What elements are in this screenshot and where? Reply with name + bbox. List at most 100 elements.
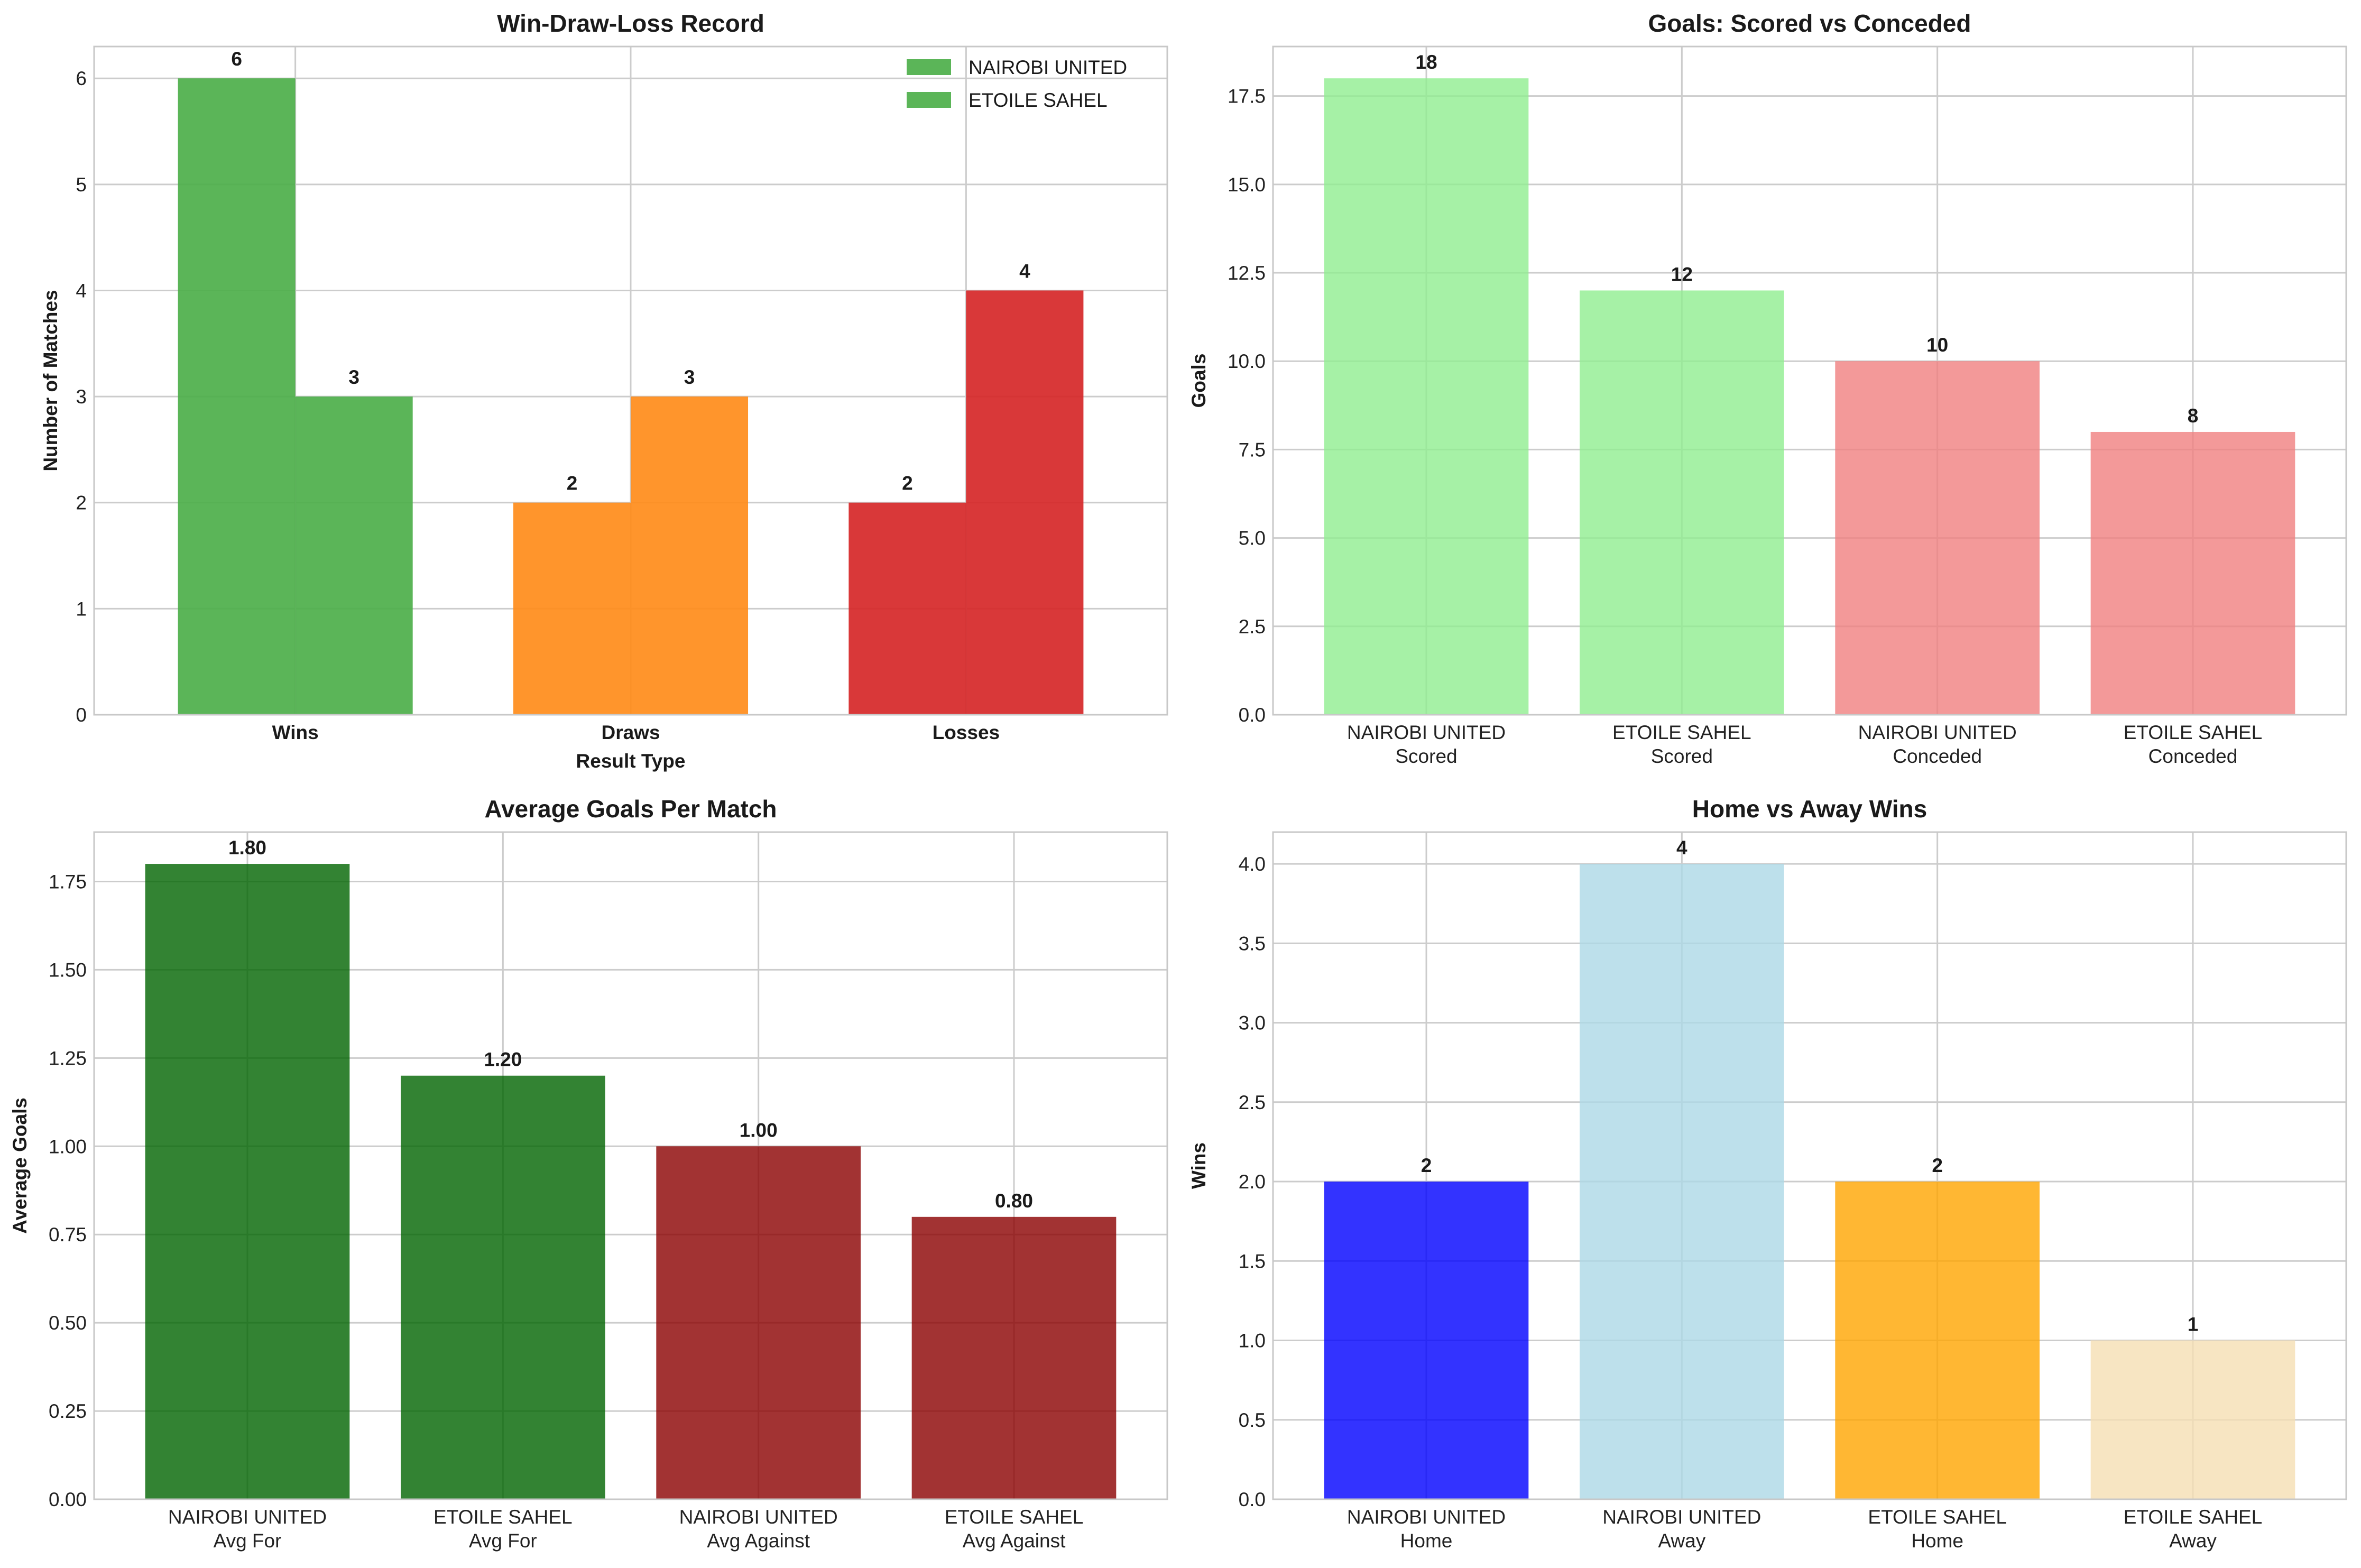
y-tick-label: 10.0 — [1228, 351, 1266, 372]
x-tick-line: NAIROBI UNITED — [679, 1506, 838, 1528]
x-tick-label: Wins — [272, 722, 319, 743]
y-tick-label: 3.0 — [1239, 1012, 1266, 1034]
chart-title: Win-Draw-Loss Record — [497, 10, 764, 37]
data-label: 2 — [1421, 1155, 1432, 1176]
x-tick-line: ETOILE SAHEL — [1868, 1506, 2007, 1528]
x-tick-line: Home — [1911, 1530, 1963, 1552]
y-tick-label: 12.5 — [1228, 262, 1266, 284]
x-tick-line: ETOILE SAHEL — [2124, 722, 2263, 743]
data-label: 2 — [567, 473, 578, 494]
bar-2 — [656, 1146, 861, 1499]
data-label: 1.00 — [740, 1119, 778, 1141]
legend-swatch — [907, 59, 951, 75]
data-label: 2 — [1932, 1155, 1943, 1176]
chart-title: Average Goals Per Match — [484, 795, 777, 823]
bar-3 — [2090, 1340, 2295, 1499]
x-tick-line: Conceded — [2148, 745, 2238, 767]
y-tick-label: 2.5 — [1239, 1092, 1266, 1113]
plot-frame — [93, 45, 1168, 716]
bar-etoile-sahel-0 — [295, 396, 413, 715]
bar-1 — [1580, 864, 1784, 1499]
y-tick-label: 7.5 — [1239, 439, 1266, 460]
plot-frame — [1272, 45, 2347, 716]
x-tick-line: Avg Against — [963, 1530, 1066, 1552]
chart-title: Home vs Away Wins — [1692, 795, 1927, 823]
y-axis-label: Wins — [1188, 1142, 1210, 1189]
y-tick-label: 5 — [76, 174, 87, 196]
chart-title: Goals: Scored vs Conceded — [1648, 10, 1971, 37]
bar-1 — [1580, 290, 1784, 715]
x-tick-line: Scored — [1651, 745, 1713, 767]
x-tick-line: NAIROBI UNITED — [1858, 722, 2017, 743]
x-tick-line: Avg For — [469, 1530, 537, 1552]
data-label: 18 — [1415, 51, 1437, 73]
bar-3 — [2090, 431, 2295, 715]
legend-swatch — [907, 92, 951, 108]
y-tick-label: 1.5 — [1239, 1250, 1266, 1272]
y-tick-label: 0.5 — [1239, 1409, 1266, 1431]
x-tick-line: Avg Against — [707, 1530, 810, 1552]
plot-frame — [93, 831, 1168, 1500]
x-tick-label: Losses — [933, 722, 1000, 743]
bar-0 — [145, 864, 350, 1499]
y-axis-label: Number of Matches — [40, 290, 61, 471]
y-tick-label: 0.75 — [49, 1224, 87, 1246]
x-tick-line: ETOILE SAHEL — [1612, 722, 1751, 743]
y-tick-label: 1.50 — [49, 959, 87, 981]
y-tick-label: 1.75 — [49, 871, 87, 892]
bar-0 — [1324, 1182, 1529, 1499]
x-tick-label: NAIROBI UNITED Scored — [1347, 722, 1506, 767]
y-tick-label: 0.50 — [49, 1312, 87, 1334]
x-tick-line: NAIROBI UNITED — [1602, 1506, 1761, 1528]
data-label: 4 — [1676, 837, 1687, 859]
bar-etoile-sahel-1 — [631, 396, 749, 715]
x-tick-line: Home — [1400, 1530, 1453, 1552]
data-label: 8 — [2188, 405, 2199, 427]
x-tick-line: Conceded — [1893, 745, 1982, 767]
data-label: 4 — [1019, 260, 1030, 282]
y-tick-label: 17.5 — [1228, 86, 1266, 107]
y-tick-label: 0 — [76, 704, 87, 726]
x-tick-label: ETOILE SAHEL Scored — [1612, 722, 1751, 767]
y-tick-label: 3 — [76, 386, 87, 408]
x-tick-line: NAIROBI UNITED — [1347, 722, 1506, 743]
bar-nairobi-united-0 — [178, 78, 296, 715]
bar-nairobi-united-2 — [849, 502, 966, 715]
y-tick-label: 6 — [76, 68, 87, 89]
x-tick-line: NAIROBI UNITED — [168, 1506, 327, 1528]
x-tick-label: NAIROBI UNITED Avg Against — [679, 1506, 838, 1552]
data-label: 1.80 — [228, 837, 266, 859]
bar-3 — [911, 1216, 1117, 1499]
chart-2: 0.0 2.5 5.0 7.5 10.0 12.5 15.0 17.5 18 12 10 8 NAIRO… — [1188, 10, 2347, 767]
y-tick-label: 1.0 — [1239, 1330, 1266, 1352]
bar-nairobi-united-1 — [513, 502, 631, 715]
y-axis-label: Average Goals — [9, 1097, 31, 1234]
x-tick-label: ETOILE SAHEL Away — [2124, 1506, 2263, 1552]
y-tick-label: 4 — [76, 280, 87, 301]
x-tick-label: Draws — [601, 722, 660, 743]
y-tick-label: 1 — [76, 598, 87, 620]
x-tick-label: NAIROBI UNITED Avg For — [168, 1506, 327, 1552]
plot-frame — [1272, 831, 2347, 1500]
data-label: 2 — [902, 473, 913, 494]
x-tick-label: ETOILE SAHEL Avg For — [434, 1506, 573, 1552]
x-tick-line: ETOILE SAHEL — [945, 1506, 1084, 1528]
y-tick-label: 3.5 — [1239, 933, 1266, 954]
x-tick-label: ETOILE SAHEL Home — [1868, 1506, 2007, 1552]
y-tick-label: 4.0 — [1239, 853, 1266, 875]
y-tick-label: 5.0 — [1239, 528, 1266, 549]
y-tick-label: 2 — [76, 492, 87, 514]
x-tick-label: NAIROBI UNITED Home — [1347, 1506, 1506, 1552]
bar-0 — [1324, 78, 1529, 715]
x-tick-label: ETOILE SAHEL Conceded — [2124, 722, 2263, 767]
y-tick-label: 0.25 — [49, 1400, 87, 1422]
chart-3: 0.00 0.25 0.50 0.75 1.00 1.25 1.50 1.75 1.80 1.20… — [9, 795, 1168, 1552]
y-tick-label: 0.0 — [1239, 1489, 1266, 1510]
y-tick-label: 1.00 — [49, 1136, 87, 1157]
y-tick-label: 2.5 — [1239, 616, 1266, 638]
chart-4: 0.0 0.5 1.0 1.5 2.0 2.5 3.0 3.5 4.0 2 4 2 1 NAIROBI U… — [1188, 795, 2347, 1552]
data-label: 1.20 — [484, 1049, 522, 1071]
x-tick-label: NAIROBI UNITED Away — [1602, 1506, 1761, 1552]
y-tick-label: 2.0 — [1239, 1171, 1266, 1193]
y-axis-label: Goals — [1188, 354, 1210, 408]
